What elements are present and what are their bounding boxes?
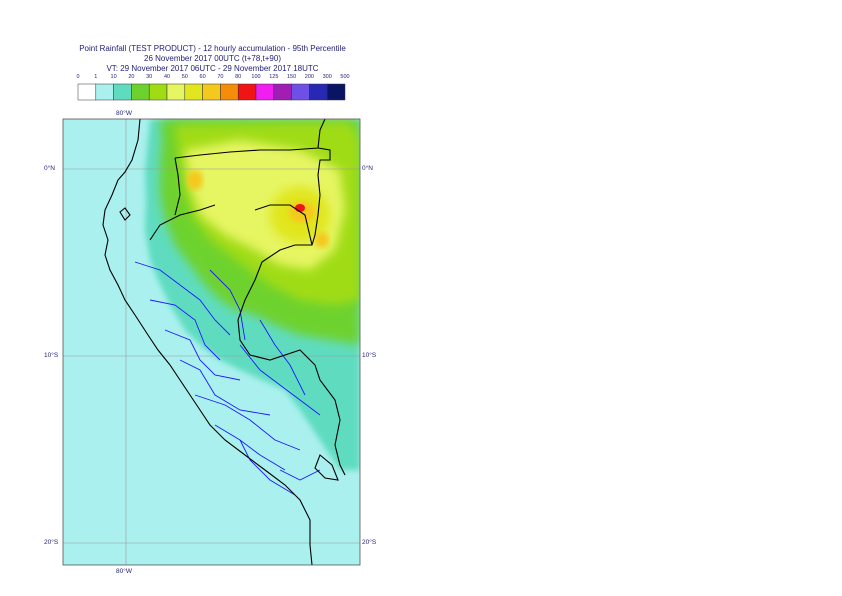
rainfall-field (130, 119, 360, 565)
rain-cell-60-70 (289, 201, 315, 223)
legend-labels: 0 1 10 20 30 40 50 60 70 80 100 125 150 200 300 500 (0, 74, 842, 84)
legend-color-bar (77, 83, 346, 101)
left-lat-20s: 20°S (44, 539, 59, 546)
title-line-1: Point Rainfall (TEST PRODUCT) - 12 hourl… (79, 44, 346, 53)
rain-cell-sw (187, 170, 203, 190)
graticule (63, 119, 360, 565)
left-lat-0: 0°N (44, 165, 55, 172)
right-lat-10s: 10°S (362, 352, 377, 359)
title-line-2: 26 November 2017 00UTC (t+78,t+90) (144, 54, 281, 63)
legend-label: 200 (304, 74, 314, 80)
country-borders (102, 119, 346, 565)
legend-label: 60 (199, 74, 206, 80)
left-lat-10s: 10°S (44, 352, 59, 359)
legend-label: 1 (94, 74, 98, 80)
legend-label: 20 (128, 74, 135, 80)
rain-cell-70-80 (295, 204, 305, 212)
legend-label: 125 (269, 74, 279, 80)
regional-boundaries (134, 261, 321, 496)
bottom-lon-label: 80°W (116, 568, 132, 575)
legend-label: 100 (251, 74, 261, 80)
legend-label: 500 (340, 74, 350, 80)
legend-label: 70 (217, 74, 224, 80)
map-frame (62, 118, 361, 566)
legend-label: 30 (146, 74, 153, 80)
rain-cell-se (315, 232, 329, 248)
legend-swatch (326, 83, 346, 101)
legend-label: 80 (235, 74, 242, 80)
title-line-3: VT: 29 November 2017 06UTC - 29 November… (106, 64, 319, 73)
legend-label: 10 (110, 74, 117, 80)
legend-label: 300 (322, 74, 332, 80)
right-lat-20s: 20°S (362, 539, 377, 546)
right-lat-0: 0°N (362, 165, 373, 172)
legend-label: 150 (287, 74, 297, 80)
legend-label: 40 (163, 74, 171, 80)
top-lon-label: 80°W (116, 110, 132, 117)
legend-label: 50 (181, 74, 188, 80)
legend-label: 0 (76, 74, 80, 80)
